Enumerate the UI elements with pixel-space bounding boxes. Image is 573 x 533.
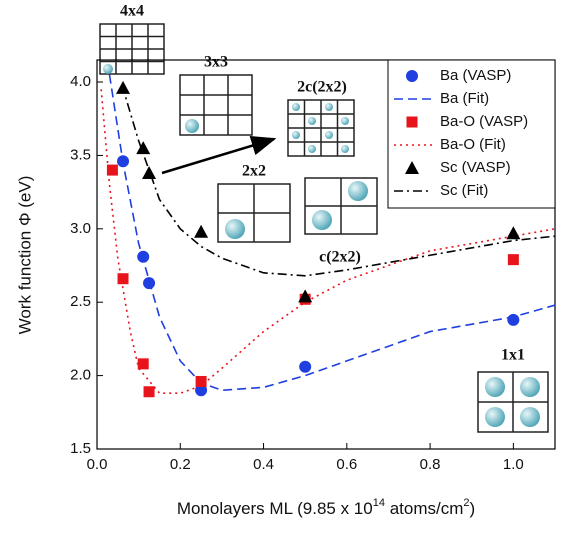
legend-label: Ba (Fit)	[440, 90, 489, 107]
lattice-icons	[99, 23, 549, 433]
legend-label: Ba-O (Fit)	[440, 136, 506, 153]
x-tick-label: 0.4	[253, 456, 274, 473]
x-axis-label-part: 14	[373, 497, 385, 509]
legend-label: Sc (VASP)	[440, 159, 511, 176]
y-axis-label: Work function Φ (eV)	[15, 176, 34, 335]
annotation: 1x1	[501, 347, 525, 364]
point	[298, 289, 313, 303]
annotation: 3x3	[204, 54, 228, 71]
x-tick-label: 0.8	[420, 456, 441, 473]
fit-line	[121, 84, 556, 277]
x-axis-label-part: )	[470, 499, 476, 518]
legend-label: Ba (VASP)	[440, 67, 511, 84]
point	[195, 384, 208, 397]
y-tick-label: 3.5	[70, 146, 91, 163]
fit-line	[108, 74, 556, 392]
point	[117, 155, 130, 168]
point	[506, 226, 521, 240]
point	[194, 224, 209, 238]
annotation: 4x4	[120, 3, 144, 20]
point	[137, 250, 150, 263]
legend-label: Sc (Fit)	[440, 182, 488, 199]
y-tick-label: 2.0	[70, 367, 91, 384]
x-axis-label-part: Monolayers ML (9.85 x 10	[177, 499, 373, 518]
point	[116, 80, 131, 94]
annotation: c(2x2)	[319, 249, 361, 266]
x-axis-label-part: 2	[463, 497, 469, 509]
x-tick-label: 0.0	[87, 456, 108, 473]
point	[117, 273, 129, 285]
legend-swatch	[406, 116, 418, 128]
x-axis-label: Monolayers ML (9.85 x 1014 atoms/cm2)	[177, 497, 475, 519]
legend-label: Ba-O (VASP)	[440, 113, 528, 130]
point	[143, 386, 155, 398]
x-tick-label: 1.0	[503, 456, 524, 473]
y-tick-label: 3.0	[70, 220, 91, 237]
y-tick-label: 2.5	[70, 293, 91, 310]
point	[136, 141, 151, 155]
legend-swatch	[405, 161, 419, 174]
legend-swatch	[406, 70, 418, 82]
point	[137, 358, 149, 370]
point	[106, 164, 118, 176]
point	[507, 313, 520, 326]
y-tick-label: 4.0	[70, 73, 91, 90]
x-tick-label: 0.6	[336, 456, 357, 473]
annotation: 2c(2x2)	[297, 79, 347, 96]
legend-box	[387, 59, 556, 209]
point	[507, 254, 519, 266]
x-tick-label: 0.2	[170, 456, 191, 473]
point	[143, 277, 156, 290]
point	[195, 375, 207, 387]
y-tick-label: 1.5	[70, 440, 91, 457]
point	[142, 166, 157, 180]
x-axis-label-part: atoms/cm	[385, 499, 463, 518]
plot-frame	[96, 59, 556, 450]
point	[299, 360, 312, 373]
annotation: 2x2	[242, 163, 266, 180]
